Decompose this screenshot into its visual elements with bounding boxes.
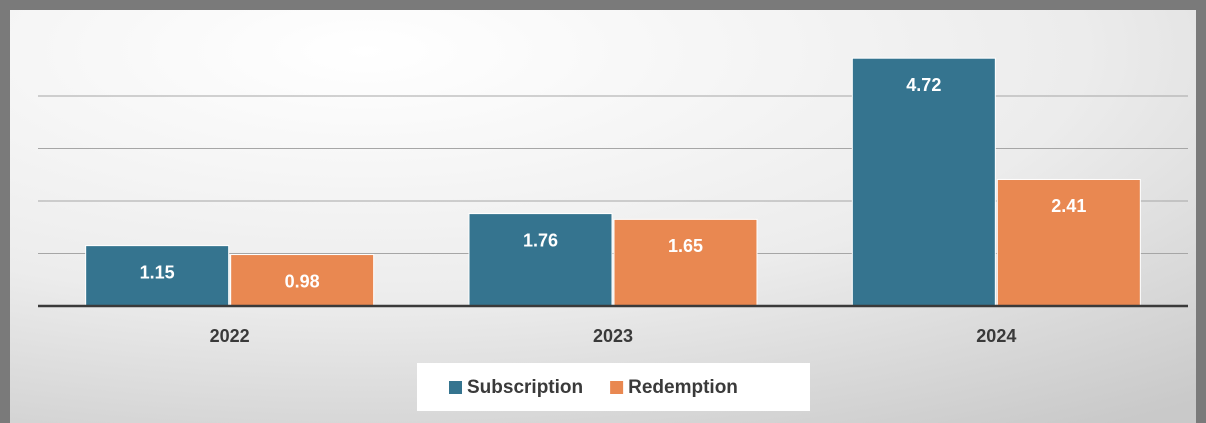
bar	[230, 254, 375, 307]
legend-swatch	[449, 381, 462, 394]
x-tick-label: 2022	[210, 326, 250, 346]
legend-label: Redemption	[628, 377, 738, 398]
data-label: 2.41	[1051, 196, 1086, 216]
legend-swatch	[610, 381, 624, 394]
data-label: 1.76	[523, 230, 558, 250]
bar	[468, 213, 613, 307]
data-label: 1.65	[668, 236, 703, 256]
data-label: 1.15	[140, 262, 175, 282]
legend-label: Subscription	[467, 377, 583, 398]
bar	[85, 245, 230, 307]
x-tick-label: 2024	[976, 326, 1016, 346]
bar	[851, 57, 996, 307]
data-label: 0.98	[285, 271, 320, 291]
bar	[996, 178, 1141, 307]
x-tick-label: 2023	[593, 326, 633, 346]
bar	[613, 218, 758, 307]
data-label: 4.72	[906, 75, 941, 95]
